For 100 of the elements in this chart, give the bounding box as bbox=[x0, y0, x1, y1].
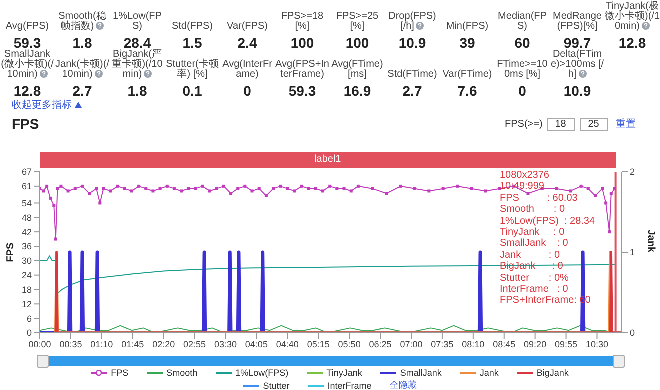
legend-label: FPS bbox=[111, 368, 129, 378]
x-tick-label: 05:50 bbox=[338, 339, 361, 350]
data-label: 100 bbox=[290, 35, 314, 51]
category-label: Median(FPS) bbox=[497, 11, 548, 32]
number-field: 25 bbox=[580, 118, 608, 130]
data-label: 1.8 bbox=[72, 35, 92, 51]
legend-label: TinyJank bbox=[326, 368, 362, 378]
data-label: 60 bbox=[514, 35, 530, 51]
category-label: 1%Low(FPS) bbox=[112, 11, 163, 32]
x-tick-label: 01:10 bbox=[90, 339, 114, 350]
annotation: FPS : 60.03 bbox=[500, 192, 579, 204]
data-label: 0 bbox=[244, 83, 252, 99]
data-label: 16.9 bbox=[344, 83, 372, 99]
text: 重置 bbox=[616, 118, 636, 131]
x-tick-label: 09:20 bbox=[524, 339, 547, 350]
category-label: Std(FTime) bbox=[388, 69, 438, 80]
annotation: 1080x2376 bbox=[500, 170, 550, 182]
category-label: TinyJank(极微小卡顿)(/10min) bbox=[605, 1, 660, 32]
y-tick-label: 67 bbox=[22, 167, 32, 178]
x-tick-label: 08:45 bbox=[493, 339, 516, 350]
x-tick-label: 08:10 bbox=[462, 339, 485, 350]
y-tick-label: 54 bbox=[22, 198, 32, 208]
x-tick-label: 05:15 bbox=[307, 339, 330, 350]
data-label: 2.7 bbox=[72, 83, 92, 99]
data-label: 28.4 bbox=[124, 35, 152, 51]
category-label: Avg(InterFrame) bbox=[222, 59, 274, 80]
legend-label: Jank bbox=[480, 368, 499, 378]
category-label: Var(FTime) bbox=[442, 69, 492, 80]
category-label: FTime>=100ms [%] bbox=[496, 59, 549, 80]
x-tick-label: 03:30 bbox=[214, 339, 238, 350]
legend-label: 1%Low(FPS) bbox=[236, 368, 289, 378]
x-tick-label: 00:35 bbox=[60, 339, 82, 350]
data-label: 99.7 bbox=[564, 35, 592, 51]
data-label: 10.9 bbox=[398, 35, 426, 51]
category-label: Var(FPS) bbox=[227, 21, 268, 32]
y-tick-label: 18 bbox=[22, 284, 32, 295]
legend-label: SmallJank bbox=[400, 368, 442, 378]
data-label: 2.7 bbox=[402, 83, 422, 99]
x-tick-label: 07:35 bbox=[431, 339, 454, 350]
y-tick-label: 0 bbox=[26, 328, 32, 338]
category-label: Delta(FTime)>100ms [/h] bbox=[550, 49, 605, 80]
text: FPS(>=) bbox=[505, 118, 543, 130]
legend-label: Smooth bbox=[166, 368, 198, 378]
y2-axis-title: Jank bbox=[645, 230, 656, 253]
data-label: 59.3 bbox=[288, 83, 316, 99]
data-label: 39 bbox=[460, 35, 476, 51]
x-tick-label: 01:45 bbox=[122, 339, 144, 350]
category-label: BigJank(严重卡顿)(/10min) bbox=[111, 49, 164, 80]
data-label: 59.3 bbox=[14, 35, 42, 51]
chart-title: FPS bbox=[12, 116, 40, 132]
x-tick-label: 10:30 bbox=[586, 339, 608, 350]
data-label: 0 bbox=[518, 83, 526, 99]
annotation: TinyJank : 0 bbox=[500, 227, 566, 238]
annotation: 1%Low(FPS) : 28.34 bbox=[500, 216, 596, 228]
data-label: 2.4 bbox=[238, 35, 258, 51]
data-label: 0.1 bbox=[182, 83, 202, 99]
category-label: Avg(FTime) [ms] bbox=[330, 59, 384, 80]
x-tick-label: 04:40 bbox=[276, 339, 299, 350]
data-label: 1.5 bbox=[182, 35, 202, 51]
text: 全隐藏 bbox=[390, 379, 417, 390]
category-label: Stutter(卡顿率) [%] bbox=[165, 59, 220, 80]
y-tick-label: 12 bbox=[22, 299, 32, 310]
data-label: 7.6 bbox=[458, 83, 478, 99]
y-tick-label: 48 bbox=[22, 212, 32, 223]
legend-label: Stutter bbox=[263, 380, 290, 390]
y-tick-label: 61 bbox=[22, 182, 32, 192]
annotation: Stutter : 0% bbox=[500, 272, 570, 284]
data-label: 12.8 bbox=[618, 35, 646, 51]
category-label: FPS>=25 [%] bbox=[335, 11, 380, 32]
x-tick-label: 02:55 bbox=[184, 339, 206, 350]
category-label: Smooth(稳帧指数) bbox=[58, 11, 108, 32]
y-tick-label: 6 bbox=[26, 314, 32, 324]
data-label: 10.9 bbox=[564, 83, 592, 99]
x-tick-label: 07:00 bbox=[400, 339, 423, 350]
x-tick-label: 06:25 bbox=[369, 339, 392, 350]
y-tick-label: 24 bbox=[22, 270, 32, 281]
category-label: FPS>=18 [%] bbox=[280, 11, 325, 32]
category-label: MedRange(FPS)[%] bbox=[552, 11, 603, 32]
number-field: 18 bbox=[546, 118, 575, 130]
annotation: Smooth : 0 bbox=[500, 204, 566, 216]
x-tick-label: 02:20 bbox=[152, 339, 176, 350]
text: 收起更多指标 bbox=[12, 98, 72, 112]
annotation: Jank : 0 bbox=[500, 250, 562, 262]
x-tick-label: 04:05 bbox=[245, 339, 268, 350]
y2-tick-label: 2 bbox=[630, 167, 636, 178]
y-axis-title: FPS bbox=[6, 242, 17, 262]
label-banner: label1 bbox=[40, 152, 616, 168]
data-label: 1.8 bbox=[128, 83, 148, 99]
data-label: 100 bbox=[346, 35, 370, 51]
category-label: Std(FPS) bbox=[172, 21, 214, 32]
category-label: Drop(FPS) [/h] bbox=[388, 11, 438, 32]
x-tick-label: 00:00 bbox=[28, 339, 52, 350]
category-label: Avg(FPS) bbox=[6, 21, 50, 32]
data-label: 12.8 bbox=[14, 83, 42, 99]
y-tick-label: 42 bbox=[22, 227, 32, 238]
y2-tick-label: 0 bbox=[630, 328, 636, 338]
annotation: InterFrame : 0 bbox=[500, 284, 570, 296]
annotation: SmallJank : 0 bbox=[500, 238, 570, 250]
category-label: Min(FPS) bbox=[446, 21, 489, 32]
category-label: Jank(卡顿)(/10min) bbox=[55, 59, 110, 80]
